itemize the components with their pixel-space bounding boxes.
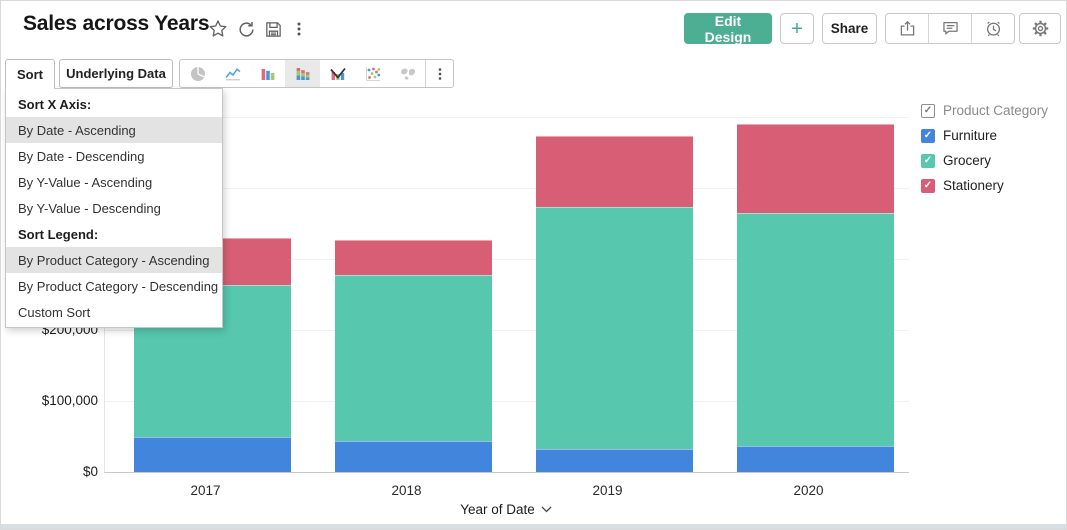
x-axis-label-2020: 2020 [793,483,824,498]
menu-item-by-y-value-ascending[interactable]: By Y-Value - Ascending [18,174,153,190]
bar-2017-furniture[interactable] [134,437,291,472]
sort-dropdown-menu: Sort X Axis: By Date - Ascending By Date… [5,88,223,328]
kebab-menu-icon [438,67,441,80]
y-axis-tick-label: $100,000 [41,393,98,409]
export-icon [900,20,914,36]
legend-label: Furniture [943,128,998,143]
bar-2018-furniture[interactable] [335,440,492,472]
line-chart-icon [224,67,240,80]
chart-type-toolbar [179,59,454,88]
scatter-chart-icon [365,66,380,81]
x-axis-label-2019: 2019 [592,483,623,498]
edit-design-button[interactable]: Edit Design [684,13,772,45]
sort-tab[interactable]: Sort [5,59,55,89]
bar-2018-stationery[interactable] [335,240,492,275]
refresh-icon[interactable] [235,18,257,40]
plus-icon: + [791,17,803,40]
bar-2018-grocery[interactable] [335,274,492,441]
chart-type-line-button[interactable] [215,60,250,87]
y-axis-tick-label: $0 [82,464,98,479]
chevron-down-icon [541,506,552,513]
gridline [105,188,909,190]
menu-item-by-product-category-descending[interactable]: By Product Category - Descending [18,278,219,294]
gridline [105,401,909,403]
legend: ✓ Product Category ✓ Furniture ✓ Grocery… [921,103,1048,203]
bar-2020-grocery[interactable] [737,213,894,446]
legend-checkbox-grocery[interactable]: ✓ [921,153,935,168]
bar-2019-stationery[interactable] [536,135,693,207]
pie-chart-icon [190,66,205,81]
chart-type-bar-button[interactable] [250,60,285,87]
x-axis-title-label: Year of Date [460,502,535,517]
combo-chart-icon [329,67,346,80]
x-axis-label-2017: 2017 [190,483,221,498]
chart-type-scatter-button[interactable] [355,60,390,87]
menu-item-by-date-descending[interactable]: By Date - Descending [18,148,145,164]
menu-item-by-date-ascending[interactable]: By Date - Ascending [6,117,222,143]
map-chart-icon [400,68,415,80]
legend-label: Grocery [943,153,992,168]
legend-checkbox-stationery[interactable]: ✓ [921,178,935,193]
header-action-group [885,13,1015,44]
kebab-menu-icon[interactable] [288,18,310,40]
gridline [105,259,909,261]
export-button[interactable] [886,14,928,43]
x-axis-title[interactable]: Year of Date [104,502,908,517]
legend-title-row[interactable]: ✓ Product Category [921,103,1048,118]
bar-2020-stationery[interactable] [737,124,894,214]
bottom-edge-bar [1,524,1066,529]
menu-item-by-y-value-descending[interactable]: By Y-Value - Descending [18,200,161,216]
alarm-clock-icon [986,21,1000,37]
bar-2019-furniture[interactable] [536,449,693,472]
add-button[interactable]: + [780,13,814,44]
chart-type-combo-button[interactable] [320,60,355,87]
gear-icon [1032,20,1048,37]
star-icon[interactable] [207,18,229,40]
legend-item-stationery[interactable]: ✓ Stationery [921,178,1048,193]
menu-item-by-product-category-ascending[interactable]: By Product Category - Ascending [6,247,222,273]
legend-item-furniture[interactable]: ✓ Furniture [921,128,1048,143]
menu-header-sort-x-axis: Sort X Axis: [18,96,92,112]
stacked-bar-chart-icon [296,67,309,80]
x-axis-label-2018: 2018 [391,483,422,498]
bar-2019-grocery[interactable] [536,206,693,450]
settings-button[interactable] [1019,13,1061,44]
chart-type-pie-button[interactable] [180,60,215,87]
comment-icon [942,21,958,35]
menu-item-custom-sort[interactable]: Custom Sort [18,304,91,320]
chart-type-map-button[interactable] [390,60,425,87]
chart-type-more-button[interactable] [425,60,453,87]
menu-header-sort-legend: Sort Legend: [18,226,99,242]
page-title: Sales across Years [23,12,210,35]
legend-label: Stationery [943,178,1004,193]
bar-2020-furniture[interactable] [737,445,894,472]
legend-title: Product Category [943,103,1049,118]
legend-checkbox-furniture[interactable]: ✓ [921,128,935,143]
share-button[interactable]: Share [822,13,877,44]
plot-area: 2017 2018 2019 2020 [104,96,909,498]
comments-button[interactable] [928,14,971,43]
gridline [105,117,909,119]
underlying-data-tab[interactable]: Underlying Data [59,59,173,88]
chart-type-stacked-bar-button[interactable] [285,60,320,87]
alerts-button[interactable] [971,14,1014,43]
save-icon[interactable] [262,18,284,40]
legend-item-grocery[interactable]: ✓ Grocery [921,153,1048,168]
legend-title-checkbox[interactable]: ✓ [921,103,935,118]
gridline [105,330,909,332]
bar-chart-icon [261,68,274,80]
